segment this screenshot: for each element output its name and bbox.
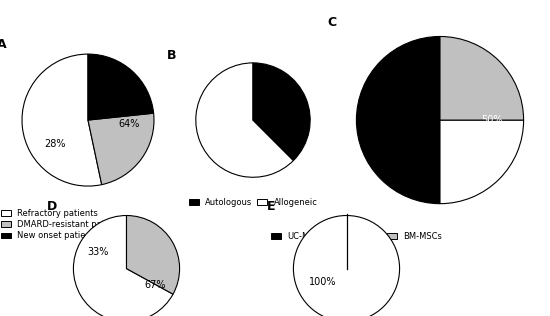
- Text: 28%: 28%: [44, 139, 65, 149]
- Legend: Autologous, Allogeneic: Autologous, Allogeneic: [185, 194, 321, 210]
- Wedge shape: [356, 36, 440, 204]
- Wedge shape: [293, 216, 400, 316]
- Text: 25%: 25%: [393, 152, 414, 162]
- Text: B: B: [167, 49, 177, 62]
- Text: 25%: 25%: [393, 78, 414, 88]
- Text: 37.5%: 37.5%: [205, 101, 235, 112]
- Wedge shape: [126, 216, 180, 294]
- Text: 28%: 28%: [50, 85, 72, 95]
- Text: 64%: 64%: [118, 119, 139, 129]
- Text: 33%: 33%: [87, 247, 109, 257]
- Wedge shape: [440, 36, 524, 120]
- Text: 50%: 50%: [481, 115, 503, 125]
- Wedge shape: [253, 63, 310, 161]
- Text: D: D: [47, 200, 57, 213]
- Wedge shape: [196, 63, 294, 177]
- Text: 67%: 67%: [144, 280, 166, 290]
- Wedge shape: [88, 113, 154, 185]
- Text: 62.5%: 62.5%: [271, 129, 301, 139]
- Text: C: C: [327, 15, 336, 28]
- Text: A: A: [0, 38, 7, 51]
- Text: 100%: 100%: [309, 277, 337, 287]
- Text: E: E: [267, 200, 276, 213]
- Wedge shape: [73, 216, 173, 316]
- Legend: Refractory patients, DMARD-resistant patients, New onset patients: Refractory patients, DMARD-resistant pat…: [0, 206, 129, 244]
- Wedge shape: [440, 120, 524, 204]
- Legend: UC-MSCs, AD-MSCs, BM-MSCs: UC-MSCs, AD-MSCs, BM-MSCs: [267, 229, 446, 245]
- Wedge shape: [22, 54, 102, 186]
- Wedge shape: [88, 54, 153, 120]
